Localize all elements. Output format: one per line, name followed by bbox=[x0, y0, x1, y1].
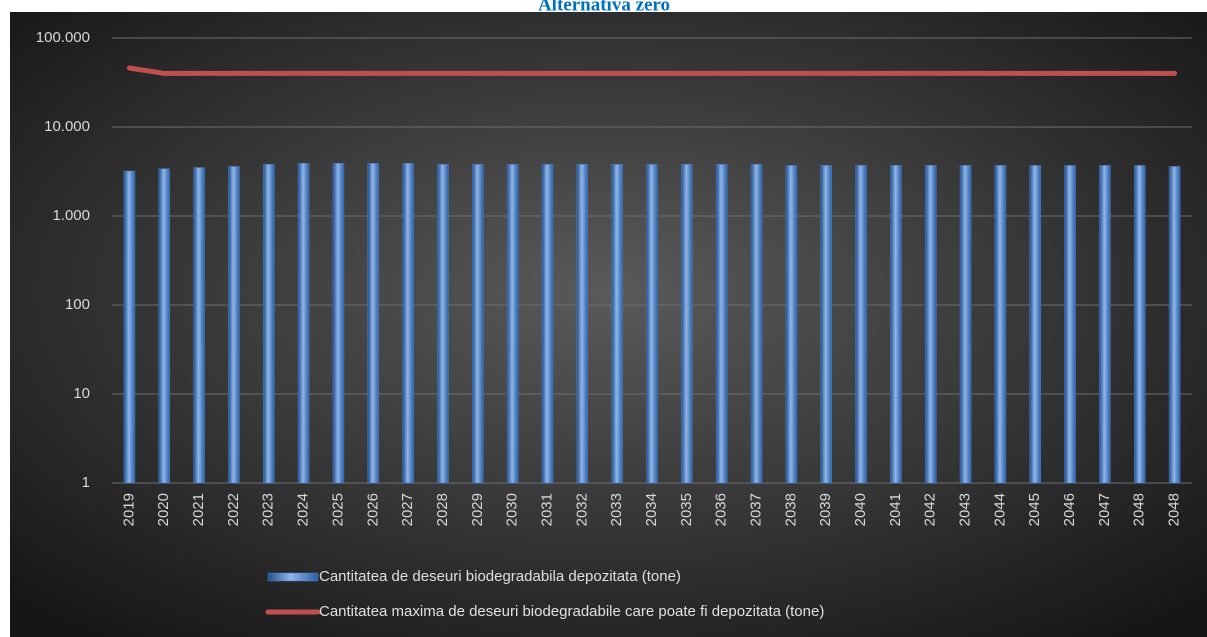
bar bbox=[1064, 165, 1076, 484]
x-tick-label: 2022 bbox=[225, 493, 242, 526]
legend-swatch bbox=[267, 572, 319, 582]
bar bbox=[472, 164, 484, 484]
y-tick-label: 10.000 bbox=[44, 118, 90, 135]
bar bbox=[855, 165, 867, 484]
x-tick-label: 2043 bbox=[957, 493, 974, 526]
x-tick-label: 2027 bbox=[399, 493, 416, 526]
x-tick-label: 2026 bbox=[364, 493, 381, 526]
bar bbox=[506, 164, 519, 484]
bar bbox=[646, 164, 658, 484]
x-tick-label: 2021 bbox=[190, 493, 207, 526]
bar bbox=[297, 163, 310, 484]
x-tick-label: 2031 bbox=[538, 493, 555, 526]
x-tick-label: 2020 bbox=[155, 493, 172, 526]
x-tick-label: 2045 bbox=[1026, 493, 1043, 526]
x-tick-label: 2033 bbox=[608, 493, 625, 526]
bar bbox=[611, 164, 623, 484]
x-tick-label: 2035 bbox=[678, 493, 695, 526]
x-tick-label: 2024 bbox=[295, 493, 312, 526]
y-tick-label: 100.000 bbox=[36, 29, 90, 46]
bar bbox=[367, 163, 380, 484]
bar bbox=[924, 165, 937, 484]
x-tick-label: 2029 bbox=[469, 493, 486, 526]
bar bbox=[750, 164, 763, 484]
bar bbox=[332, 163, 345, 484]
y-tick-label: 1 bbox=[82, 474, 90, 491]
bar bbox=[402, 163, 414, 484]
chart-title: Alternativa zero bbox=[538, 0, 670, 15]
x-tick-label: 2040 bbox=[852, 493, 869, 526]
x-tick-label: 2039 bbox=[817, 493, 834, 526]
x-tick-label: 2041 bbox=[887, 493, 904, 526]
x-tick-label: 2044 bbox=[991, 493, 1008, 526]
chart-background bbox=[10, 12, 1207, 637]
legend-label: Cantitatea de deseuri biodegradabila dep… bbox=[319, 568, 681, 585]
bar bbox=[959, 165, 972, 484]
bar bbox=[228, 166, 240, 484]
bar bbox=[994, 165, 1007, 484]
bar bbox=[541, 164, 554, 484]
x-tick-label: 2047 bbox=[1096, 493, 1113, 526]
bar bbox=[890, 165, 902, 484]
x-tick-label: 2048 bbox=[1166, 493, 1183, 526]
line bbox=[126, 65, 1178, 76]
x-tick-label: 2025 bbox=[329, 493, 346, 526]
bar bbox=[1099, 165, 1111, 484]
bar bbox=[263, 164, 275, 484]
x-tick-label: 2023 bbox=[260, 493, 277, 526]
x-tick-label: 2037 bbox=[747, 493, 764, 526]
x-tick-label: 2042 bbox=[922, 493, 939, 526]
bar bbox=[123, 170, 136, 484]
x-tick-label: 2038 bbox=[782, 493, 799, 526]
bar bbox=[437, 164, 449, 484]
bar bbox=[681, 164, 693, 484]
x-tick-label: 2019 bbox=[120, 493, 137, 526]
bar bbox=[820, 165, 832, 484]
x-tick-label: 2048 bbox=[1131, 493, 1148, 526]
bar bbox=[193, 167, 205, 484]
bar bbox=[715, 164, 728, 484]
y-tick-label: 10 bbox=[73, 385, 90, 402]
x-tick-label: 2028 bbox=[434, 493, 451, 526]
x-tick-label: 2034 bbox=[643, 493, 660, 526]
y-tick-label: 100 bbox=[65, 296, 90, 313]
y-tick-label: 1.000 bbox=[52, 207, 90, 224]
bar bbox=[158, 168, 171, 484]
x-tick-label: 2036 bbox=[713, 493, 730, 526]
legend-label: Cantitatea maxima de deseuri biodegradab… bbox=[319, 603, 824, 620]
bar bbox=[785, 165, 798, 484]
x-tick-label: 2032 bbox=[573, 493, 590, 526]
x-tick-label: 2046 bbox=[1061, 493, 1078, 526]
bar bbox=[1029, 165, 1041, 484]
bar bbox=[1168, 166, 1181, 484]
bar bbox=[1133, 165, 1146, 484]
bar bbox=[576, 164, 589, 484]
x-tick-label: 2030 bbox=[504, 493, 521, 526]
